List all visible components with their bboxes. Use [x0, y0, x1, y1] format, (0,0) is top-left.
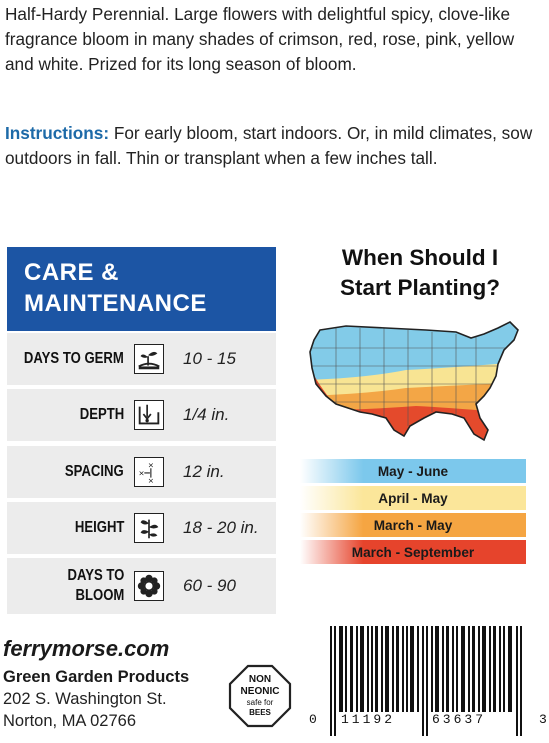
zone-label: May - June [377, 463, 449, 479]
zone-label: April - May [378, 490, 448, 506]
plant-height-icon [134, 513, 164, 543]
care-maintenance-header: CARE & MAINTENANCE [7, 247, 276, 331]
non-neonic-badge: NON NEONIC safe for BEES [228, 664, 292, 728]
instructions-paragraph: Instructions: For early bloom, start ind… [5, 121, 545, 171]
badge-line3: safe for [247, 698, 274, 707]
care-label: HEIGHT [74, 519, 124, 536]
care-label: SPACING [65, 463, 124, 480]
zone-label: March - May [373, 517, 453, 533]
instructions-text: For early bloom, start indoors. Or, in m… [5, 123, 533, 168]
svg-text:×: × [148, 476, 154, 485]
zone-band-may-june: May - June [300, 459, 526, 483]
care-row-days-to-bloom: DAYS TO BLOOM 60 - 90 [7, 558, 276, 614]
zone-band-april-may: April - May [300, 486, 526, 510]
care-row-spacing: SPACING × × × 12 in. [7, 446, 276, 498]
care-label: DAYS TO GERM [24, 350, 124, 367]
care-row-days-to-germ: DAYS TO GERM 10 - 15 [7, 333, 276, 385]
zone-band-march-may: March - May [300, 513, 526, 537]
badge-line2: NEONIC [241, 686, 280, 697]
us-zone-map [306, 318, 524, 448]
care-row-height: HEIGHT 18 - 20 in. [7, 502, 276, 554]
care-value: 60 - 90 [183, 576, 236, 595]
zone-band-march-september: March - September [300, 540, 526, 564]
barcode-group1: 11192 [341, 712, 396, 727]
company-name: Green Garden Products [3, 668, 190, 686]
barcode-left-digit: 0 [309, 712, 317, 727]
care-label: DEPTH [79, 406, 124, 423]
flower-icon [134, 571, 164, 601]
svg-text:×: × [148, 460, 154, 469]
spacing-icon: × × × [134, 457, 164, 487]
address-line2: Norton, MA 02766 [3, 712, 136, 730]
care-label: DAYS TO BLOOM [67, 558, 124, 614]
care-title-line1: CARE & [24, 259, 120, 286]
care-value: 18 - 20 in. [183, 518, 259, 537]
upc-barcode [308, 624, 548, 742]
barcode-group2: 63637 [432, 712, 487, 727]
barcode-right-digit: 3 [539, 712, 547, 727]
care-value: 12 in. [183, 462, 225, 481]
planting-title-line2: Start Planting? [339, 275, 500, 300]
care-value: 1/4 in. [183, 405, 230, 424]
badge-line1: NON [249, 674, 271, 685]
care-label-line2: BLOOM [75, 587, 124, 604]
website-link[interactable]: ferrymorse.com [3, 636, 170, 661]
depth-icon [134, 400, 164, 430]
care-title-line2: MAINTENANCE [24, 290, 207, 317]
zone-label: March - September [351, 544, 475, 560]
badge-line4: BEES [249, 708, 271, 717]
care-row-depth: DEPTH 1/4 in. [7, 389, 276, 441]
planting-title-line1: When Should I [341, 245, 499, 270]
planting-title: When Should I Start Planting? [300, 243, 540, 303]
care-label-line1: DAYS TO [67, 567, 124, 584]
instructions-label: Instructions: [5, 123, 110, 143]
seedling-icon [134, 344, 164, 374]
address-line1: 202 S. Washington St. [3, 690, 167, 708]
svg-text:×: × [138, 469, 144, 478]
product-description: Half-Hardy Perennial. Large flowers with… [5, 4, 515, 74]
care-value: 10 - 15 [183, 349, 236, 368]
